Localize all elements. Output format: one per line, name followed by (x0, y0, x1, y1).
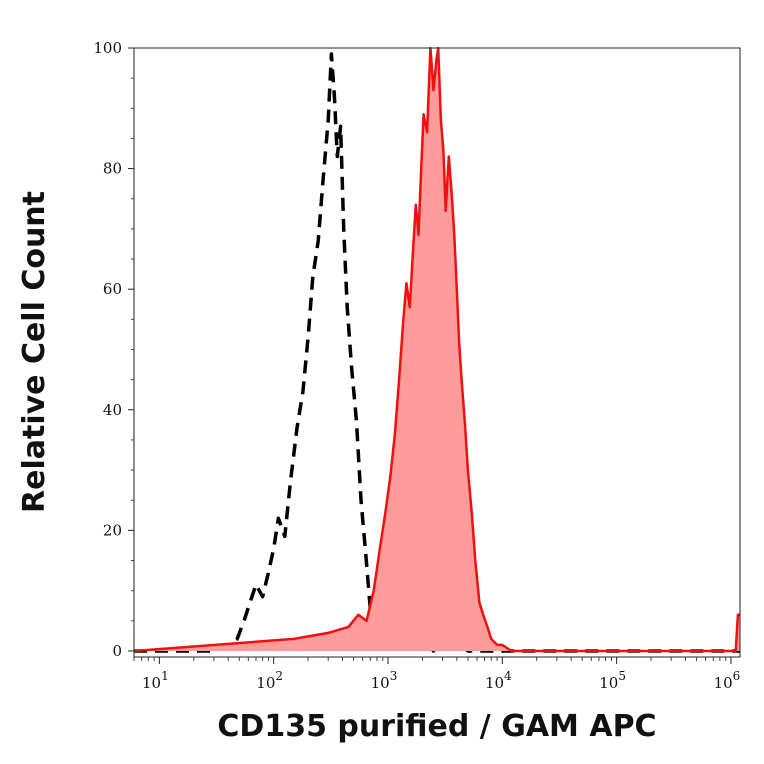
y-tick-label: 0 (112, 642, 122, 660)
axes: 0 20 40 60 80 100 101 102 103 104 105 106 (93, 39, 741, 692)
x-tick-label: 106 (714, 669, 741, 692)
series-1-fill (134, 48, 740, 651)
plot-area (133, 46, 740, 653)
y-tick-label: 80 (103, 160, 122, 178)
x-axis-title: CD135 purified / GAM APC (217, 709, 656, 744)
x-tick-label: 105 (599, 669, 626, 692)
y-axis-title: Relative Cell Count (17, 191, 52, 513)
y-tick-label: 60 (103, 280, 122, 298)
x-tick-label: 102 (256, 669, 283, 692)
x-tick-label: 103 (371, 669, 398, 692)
y-tick-label: 40 (103, 401, 122, 419)
y-tick-label: 20 (103, 521, 122, 539)
x-tick-label: 101 (142, 669, 169, 692)
y-tick-label: 100 (93, 39, 122, 57)
plot-frame (133, 47, 741, 658)
x-tick-label: 104 (485, 669, 512, 692)
